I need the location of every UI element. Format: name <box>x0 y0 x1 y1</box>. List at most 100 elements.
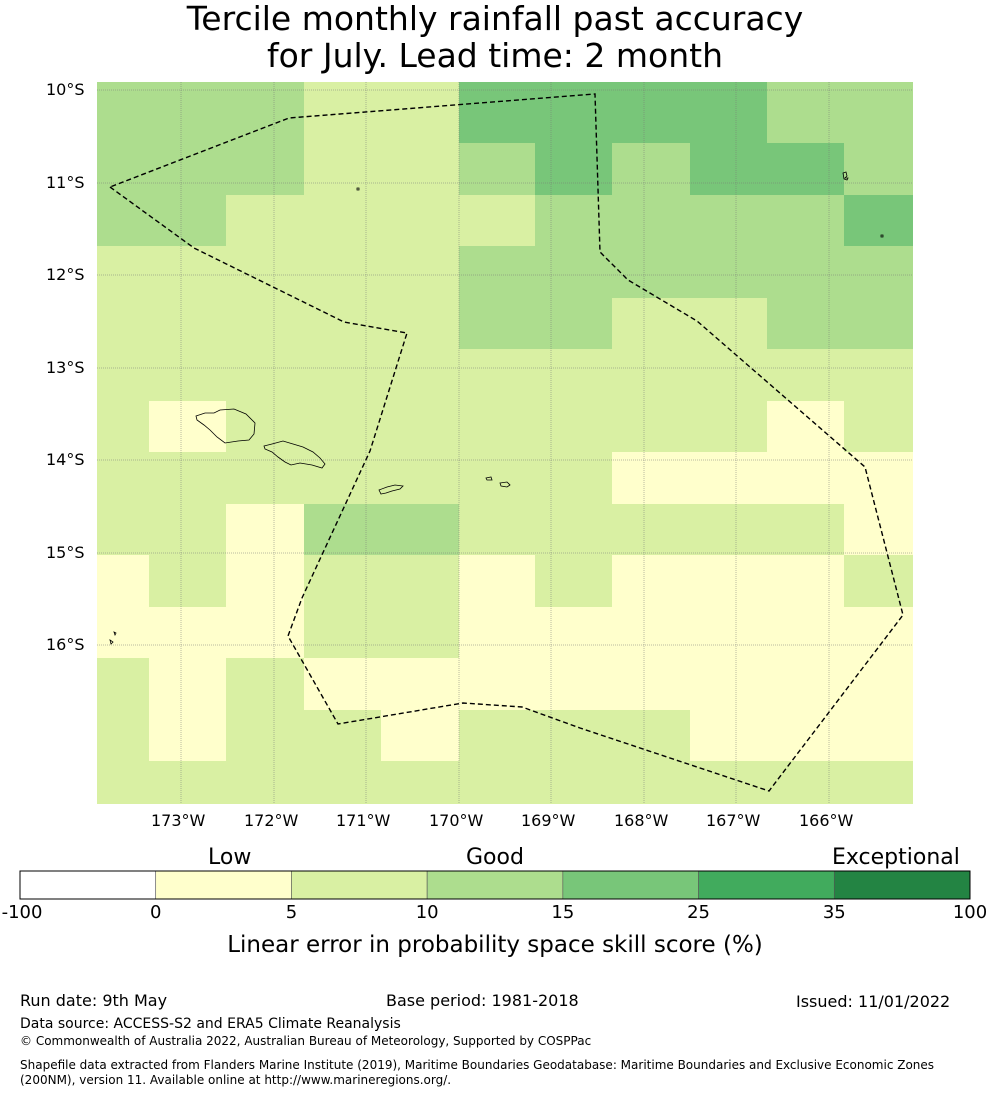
longitude-label: 171°W <box>336 811 391 830</box>
skill-cell <box>459 452 535 504</box>
skill-cell <box>535 298 612 349</box>
skill-cell <box>690 195 767 246</box>
skill-cell <box>767 349 844 401</box>
skill-cell <box>97 298 149 349</box>
skill-cell <box>226 658 304 710</box>
colorbar-segment <box>291 870 428 900</box>
skill-cell <box>459 195 535 246</box>
colorbar-tick-label: 10 <box>415 902 439 923</box>
skill-cell <box>304 452 381 504</box>
skill-cell <box>381 143 459 195</box>
skill-cell <box>459 246 535 298</box>
skill-cell <box>381 82 459 143</box>
skill-cell <box>844 658 913 710</box>
skill-cell <box>149 761 226 804</box>
latitude-label: 14°S <box>46 450 85 469</box>
skill-cell <box>381 710 459 761</box>
colorbar-tick-label: 15 <box>551 902 575 923</box>
island-atafu-region <box>842 171 849 181</box>
colorbar-segment <box>562 870 699 900</box>
skill-cell <box>226 607 304 658</box>
skill-cell <box>149 143 226 195</box>
skill-cell <box>690 761 767 804</box>
skill-cell <box>97 246 149 298</box>
skill-cell <box>535 710 612 761</box>
skill-cell <box>535 195 612 246</box>
skill-cell <box>381 298 459 349</box>
skill-cell <box>226 195 304 246</box>
skill-cell <box>767 761 844 804</box>
shapefile-credit-line-1: Shapefile data extracted from Flanders M… <box>20 1058 935 1072</box>
colorbar-segment <box>19 870 157 900</box>
latitude-label: 13°S <box>46 358 85 377</box>
skill-cell <box>97 195 149 246</box>
skill-cell <box>612 658 690 710</box>
skill-cell <box>149 298 226 349</box>
skill-cell <box>690 555 767 607</box>
skill-cell <box>149 401 226 452</box>
skill-cell <box>690 82 767 143</box>
skill-cell <box>226 761 304 804</box>
skill-cell <box>767 607 844 658</box>
skill-cell <box>97 401 149 452</box>
island-ofu <box>485 476 493 481</box>
skill-cell <box>149 710 226 761</box>
skill-cell <box>844 710 913 761</box>
chart-title-line-2: for July. Lead time: 2 month <box>266 36 723 75</box>
skill-cell <box>767 298 844 349</box>
skill-cell <box>535 143 612 195</box>
skill-cell <box>767 246 844 298</box>
skill-cell <box>690 607 767 658</box>
longitude-label: 166°W <box>799 811 854 830</box>
skill-cell <box>97 504 149 555</box>
skill-cell <box>767 658 844 710</box>
island-savaii <box>195 408 256 444</box>
skill-cell <box>459 82 535 143</box>
colorbar-tick-label: 5 <box>285 902 298 923</box>
skill-cell <box>304 349 381 401</box>
skill-cell <box>149 555 226 607</box>
colorbar <box>19 870 971 900</box>
skill-cell <box>226 298 304 349</box>
skill-cell <box>767 710 844 761</box>
skill-cell <box>844 195 913 246</box>
skill-cell <box>767 82 844 143</box>
skill-cell <box>612 452 690 504</box>
longitude-label: 172°W <box>244 811 299 830</box>
skill-cell <box>149 246 226 298</box>
skill-grid <box>97 82 913 804</box>
skill-cell <box>459 143 535 195</box>
base-period: Base period: 1981-2018 <box>386 991 579 1010</box>
skill-cell <box>381 504 459 555</box>
skill-cell <box>844 143 913 195</box>
skill-cell <box>844 82 913 143</box>
skill-cell <box>844 504 913 555</box>
skill-cell <box>97 761 149 804</box>
skill-cell <box>690 298 767 349</box>
latitude-label: 15°S <box>46 543 85 562</box>
shapefile-credit-line-2: (200NM), version 11. Available online at… <box>20 1073 452 1087</box>
latitude-label: 16°S <box>46 635 85 654</box>
skill-cell <box>767 504 844 555</box>
skill-cell <box>226 710 304 761</box>
skill-cell <box>304 710 381 761</box>
colorbar-segment <box>426 870 564 900</box>
skill-cell <box>381 607 459 658</box>
skill-cell <box>535 246 612 298</box>
skill-cell <box>381 555 459 607</box>
skill-cell <box>690 452 767 504</box>
island-nukunonu <box>880 234 884 238</box>
skill-cell <box>767 143 844 195</box>
colorbar-category-good: Good <box>466 845 524 870</box>
eez-boundary <box>109 93 904 792</box>
skill-cell <box>844 298 913 349</box>
skill-cell <box>304 143 381 195</box>
skill-cell <box>844 761 913 804</box>
colorbar-tick-label: 100 <box>952 902 988 923</box>
island-tau <box>499 481 511 488</box>
skill-cell <box>97 349 149 401</box>
island-upolu <box>263 440 326 469</box>
skill-cell <box>381 452 459 504</box>
island-tutuila <box>378 484 404 495</box>
skill-cell <box>304 82 381 143</box>
